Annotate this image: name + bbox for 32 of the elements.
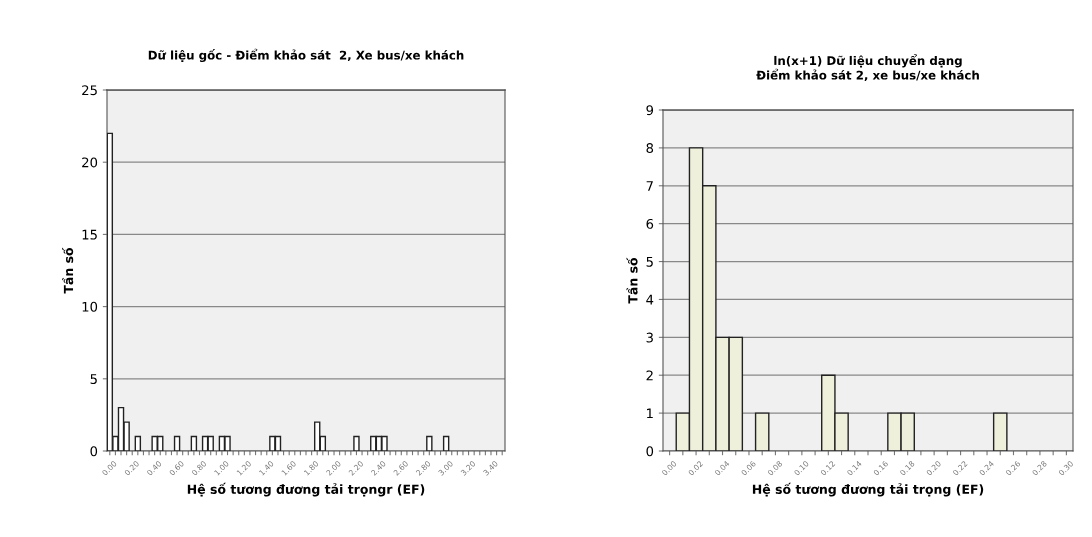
bar [426, 435, 433, 451]
y-tick-label: 5 [646, 256, 653, 267]
bar [190, 435, 198, 451]
y-tick-label: 6 [646, 218, 654, 229]
x-axis-title: Hệ số tương đương tải trọng (EF) [752, 482, 984, 497]
y-tick-label: 9 [646, 105, 654, 116]
bar [370, 435, 377, 451]
y-axis-title: Tần số [626, 257, 638, 304]
y-tick-label: 0 [90, 446, 98, 457]
y-tick-label: 15 [82, 229, 97, 240]
y-tick-label: 10 [82, 301, 98, 312]
y-tick-label: 25 [82, 85, 97, 96]
bar [173, 435, 181, 451]
y-tick-label: 20 [82, 157, 98, 168]
bar [992, 412, 1008, 451]
y-tick-label: 8 [646, 143, 654, 154]
y-tick-label: 4 [646, 294, 654, 305]
bar [754, 412, 770, 451]
y-tick-label: 3 [646, 332, 653, 343]
y-tick-label: 0 [646, 446, 654, 457]
y-axis-title: Tần số [62, 247, 74, 294]
bar [107, 132, 114, 451]
y-tick-label: 5 [90, 374, 97, 384]
y-tick-label: 7 [646, 181, 653, 191]
bar [353, 435, 360, 451]
bar [134, 435, 142, 451]
chart-title: ln(x+1) Dữ liệu chuyển dạng Điểm khảo sát 2, xe bus/xe khách [756, 54, 979, 82]
chart-title: Dữ liệu gốc - Điểm khảo sát 2, Xe bus/xe khách [148, 48, 464, 62]
y-tick-label: 2 [646, 370, 653, 381]
x-axis-title: Hệ số tương đương tải trọngr (EF) [187, 482, 425, 497]
bar [442, 435, 450, 451]
y-tick-label: 1 [647, 408, 653, 419]
